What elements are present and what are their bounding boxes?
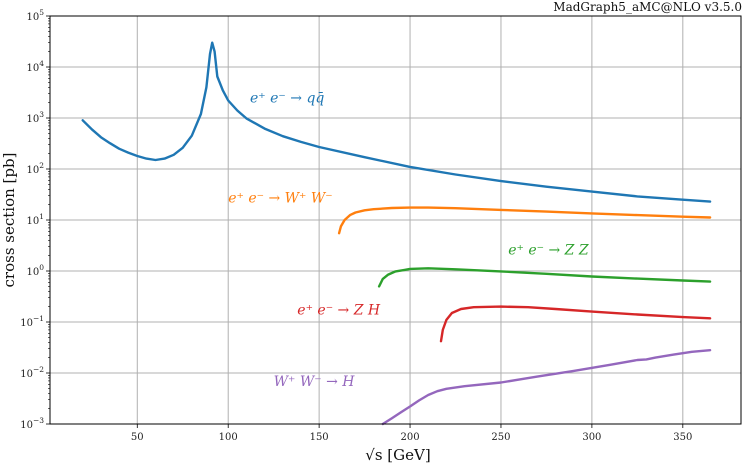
y-tick-base: 10 [26, 114, 39, 125]
y-tick-label: 102 [26, 161, 44, 176]
y-tick-exponent: 5 [39, 8, 44, 17]
x-tick-label: 350 [673, 432, 692, 443]
y-tick-label: 101 [26, 212, 44, 227]
series-line [377, 267, 712, 288]
x-tick-label: 100 [219, 432, 238, 443]
y-tick-label: 10−3 [20, 416, 44, 431]
y-tick-label: 105 [26, 8, 44, 23]
series-labels: e⁺ e⁻ → qq̄ e⁺ e⁻ → W⁺ W⁻ e⁺ e⁻ → Z Z e⁺ e⁻… [228, 91, 589, 391]
x-tick-label: 300 [582, 432, 601, 443]
series-line [381, 349, 712, 426]
series-line [439, 305, 712, 343]
series-lines [81, 41, 712, 426]
corner-text: MadGraph5_aMC@NLO v3.5.0 [553, 0, 742, 14]
y-tick-label: 10−1 [20, 314, 44, 329]
y-tick-base: 10 [26, 165, 39, 176]
y-axis-label: cross section [pb] [0, 153, 18, 288]
grid [50, 15, 741, 425]
series-label: e⁺ e⁻ → Z Z [508, 243, 589, 259]
y-tick-label: 103 [26, 110, 44, 125]
y-tick-label: 10−2 [20, 365, 44, 380]
y-tick-exponent: 3 [39, 110, 44, 119]
series-label: e⁺ e⁻ → qq̄ [250, 91, 324, 107]
axes: 50 100 150 200 250 300 35010−310−210−110010110… [20, 8, 742, 443]
x-tick-label: 50 [131, 432, 144, 443]
y-tick-base: 10 [26, 267, 39, 278]
plot-frame [49, 15, 742, 425]
y-tick-label: 104 [26, 59, 44, 74]
y-tick-exponent: −3 [33, 416, 44, 425]
y-tick-base: 10 [20, 318, 33, 329]
y-tick-exponent: −2 [33, 365, 44, 374]
series-line [81, 41, 712, 203]
x-axis-label: √s [GeV] [365, 446, 430, 464]
y-tick-exponent: −1 [33, 314, 44, 323]
y-tick-base: 10 [26, 63, 39, 74]
y-tick-exponent: 0 [39, 263, 44, 272]
y-tick-base: 10 [20, 369, 33, 380]
y-tick-exponent: 1 [39, 212, 44, 221]
y-tick-exponent: 2 [39, 161, 44, 170]
series-label: W⁺ W⁻ → H [274, 374, 356, 390]
x-tick-label: 150 [310, 432, 329, 443]
series-label: e⁺ e⁻ → Z H [297, 303, 381, 319]
y-tick-base: 10 [20, 420, 33, 431]
y-tick-exponent: 4 [39, 59, 44, 68]
y-tick-label: 100 [26, 263, 44, 278]
series-label: e⁺ e⁻ → W⁺ W⁻ [228, 191, 332, 207]
series-line [337, 206, 712, 235]
x-tick-label: 200 [401, 432, 420, 443]
y-tick-base: 10 [26, 12, 39, 23]
x-tick-label: 250 [491, 432, 510, 443]
y-tick-base: 10 [26, 216, 39, 227]
